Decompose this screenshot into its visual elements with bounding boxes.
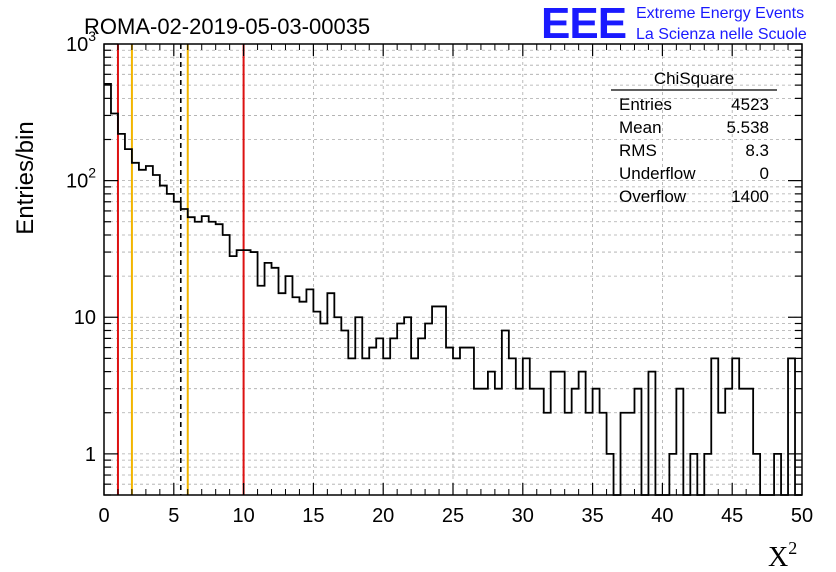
y-tick-label: 102 bbox=[66, 165, 96, 193]
x-axis-ticks: 0 5 10 15 20 25 30 35 40 45 50 bbox=[98, 44, 813, 527]
stats-underflow-value: 0 bbox=[760, 164, 769, 183]
histogram-series bbox=[104, 83, 802, 496]
stats-rms-label: RMS bbox=[619, 141, 657, 160]
y-axis-label: Entries/bin bbox=[12, 121, 39, 234]
x-tick-label: 10 bbox=[232, 505, 254, 527]
reference-lines bbox=[116, 44, 245, 495]
y-tick-label-exponent: 2 bbox=[88, 165, 96, 181]
x-tick-label: 50 bbox=[791, 505, 813, 527]
x-tick-label: 20 bbox=[372, 505, 394, 527]
x-axis-label-superscript: 2 bbox=[788, 538, 797, 558]
x-axis-label: X2 bbox=[768, 538, 797, 572]
y-tick-label-exponent: 3 bbox=[88, 28, 96, 44]
stats-underflow-label: Underflow bbox=[619, 164, 696, 183]
stats-overflow-value: 1400 bbox=[731, 187, 769, 206]
x-axis-label-base: X bbox=[768, 542, 788, 572]
stats-box: ChiSquare Entries 4523 Mean 5.538 RMS 8.… bbox=[611, 69, 777, 206]
stats-rms-value: 8.3 bbox=[745, 141, 769, 160]
y-tick-label-base: 10 bbox=[66, 171, 88, 193]
stats-entries-value: 4523 bbox=[731, 95, 769, 114]
eee-logo: EEE bbox=[541, 0, 626, 48]
stats-entries-label: Entries bbox=[619, 95, 672, 114]
y-tick-label: 103 bbox=[66, 28, 96, 56]
run-title: ROMA-02-2019-05-03-00035 bbox=[84, 14, 370, 39]
x-tick-label: 5 bbox=[168, 505, 179, 527]
y-tick-label: 1 bbox=[85, 444, 96, 466]
stats-mean-label: Mean bbox=[619, 118, 662, 137]
x-tick-label: 45 bbox=[721, 505, 743, 527]
x-tick-label: 15 bbox=[302, 505, 324, 527]
stats-mean-value: 5.538 bbox=[726, 118, 769, 137]
grid-lines bbox=[104, 44, 802, 495]
x-tick-label: 0 bbox=[98, 505, 109, 527]
y-tick-label-base: 10 bbox=[66, 34, 88, 56]
y-tick-label: 10 bbox=[74, 307, 96, 329]
stats-overflow-label: Overflow bbox=[619, 187, 687, 206]
x-tick-label: 25 bbox=[442, 505, 464, 527]
x-tick-label: 35 bbox=[581, 505, 603, 527]
histogram-outline bbox=[104, 83, 802, 496]
x-tick-label: 40 bbox=[651, 505, 673, 527]
eee-logo-line2: La Scienza nelle Scuole bbox=[636, 26, 807, 43]
x-tick-label: 30 bbox=[512, 505, 534, 527]
eee-logo-line1: Extreme Energy Events bbox=[636, 5, 804, 22]
stats-title: ChiSquare bbox=[654, 69, 734, 88]
